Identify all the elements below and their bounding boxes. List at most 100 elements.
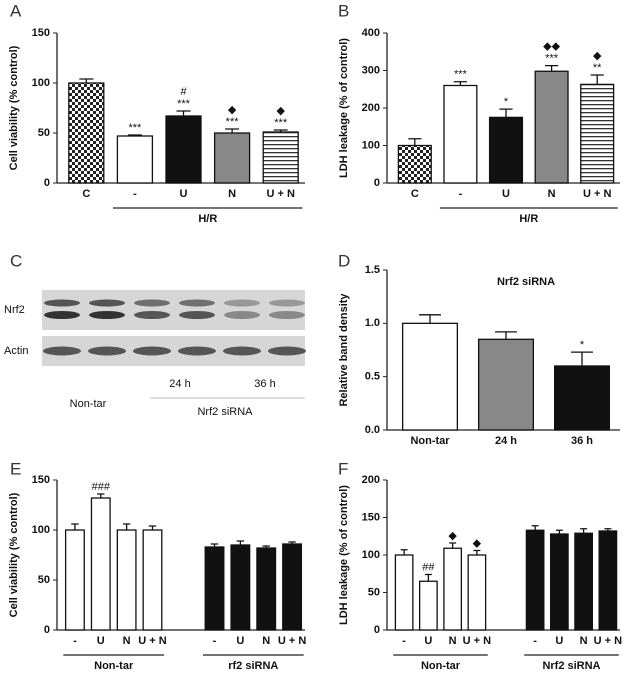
group-label: rf2 siRNA: [228, 660, 278, 672]
blot-band: [269, 299, 305, 307]
error-bar: [571, 351, 593, 366]
x-tick-label: U + N: [278, 635, 306, 647]
blot-band: [89, 311, 125, 319]
significance-mark: ***: [226, 116, 240, 128]
bar: [262, 131, 299, 184]
bar: [204, 546, 225, 631]
error-bar: [555, 529, 563, 534]
significance-mark: ◆: [448, 530, 457, 542]
panel-b: B LDH leakage (% of control) 0 100 200 300 400…: [338, 1, 620, 225]
panel-letter: C: [10, 251, 22, 270]
error-bar: [531, 525, 539, 531]
panel-letter: B: [338, 1, 349, 20]
y-tick-label: 150: [362, 511, 380, 523]
error-bar: [495, 331, 517, 340]
blot-band: [134, 299, 170, 307]
bar: [534, 70, 569, 184]
y-axis-label: Relative band density: [338, 293, 350, 407]
blot-band: [224, 311, 260, 319]
error-bar: [262, 545, 270, 548]
y-axis-label: Cell viability (% control): [8, 45, 20, 170]
blot-band: [44, 311, 80, 319]
group-label: H/R: [519, 213, 538, 225]
y-tick-label: 200: [362, 102, 380, 114]
panel-letter: D: [338, 251, 350, 270]
error-bar: [453, 81, 467, 86]
y-tick-label: 0: [374, 624, 380, 636]
x-tick-label: N: [580, 635, 588, 647]
significance-mark: ◆: [276, 105, 285, 117]
bar: [401, 322, 459, 431]
significance-mark: ***: [545, 53, 559, 65]
significance-mark: *: [504, 96, 509, 108]
group-label: Nrf2 siRNA: [542, 660, 600, 672]
significance-mark: **: [593, 62, 602, 74]
panel-letter: A: [10, 1, 22, 20]
x-tick-label: U: [180, 188, 188, 200]
error-bar: [419, 314, 441, 324]
x-tick-label: -: [133, 188, 137, 200]
error-bar: [210, 543, 219, 547]
row-label: Nrf2: [4, 304, 25, 316]
significance-mark: ***: [177, 98, 191, 110]
error-bar: [604, 528, 612, 531]
error-bar: [225, 128, 240, 133]
error-bar: [236, 540, 245, 545]
error-bar: [499, 108, 513, 118]
x-tick-label: -: [533, 635, 537, 647]
blot-band: [43, 346, 81, 356]
error-bar: [71, 523, 79, 530]
bar: [477, 338, 535, 431]
y-tick-label: 0: [374, 177, 380, 189]
y-tick-label: 50: [38, 127, 50, 139]
significance-mark: ###: [92, 481, 111, 493]
x-tick-label: U: [555, 635, 563, 647]
x-tick-label: N: [262, 635, 270, 647]
bar: [488, 116, 524, 184]
error-bar: [408, 138, 422, 146]
blot-band: [269, 311, 305, 319]
blot-band: [224, 299, 260, 307]
significance-mark: ***: [454, 69, 468, 81]
error-bar: [580, 528, 588, 534]
error-bar: [400, 549, 408, 555]
bar: [165, 115, 202, 184]
bar: [397, 144, 432, 184]
bar: [525, 529, 545, 631]
x-tick-label: U + N: [138, 635, 166, 647]
group-label: H/R: [198, 213, 217, 225]
x-tick-label: U + N: [594, 635, 622, 647]
x-tick-label: N: [123, 635, 131, 647]
bar: [443, 547, 463, 631]
error-bar: [79, 78, 94, 83]
lane-label: 24 h: [169, 378, 190, 390]
error-bar: [590, 74, 604, 85]
x-tick-label: U: [424, 635, 432, 647]
error-bar: [273, 129, 288, 132]
row-label: Actin: [4, 345, 28, 357]
panel-letter: E: [10, 459, 21, 478]
x-tick-label: -: [402, 635, 406, 647]
x-tick-label: 24 h: [495, 435, 517, 447]
x-tick-label: -: [213, 635, 217, 647]
y-tick-label: 0.0: [365, 424, 380, 436]
significance-mark: ◆: [593, 50, 602, 62]
panel-e: E Cell viability (% control) 0 50 100 150 - U ##…: [8, 459, 306, 671]
bar: [553, 365, 611, 431]
error-bar: [97, 493, 105, 498]
y-tick-label: 100: [362, 139, 380, 151]
blot-band: [134, 311, 170, 319]
bar: [282, 543, 303, 631]
bar: [116, 135, 154, 184]
y-tick-label: 400: [362, 27, 380, 39]
blot-band: [89, 299, 125, 307]
significance-mark: ◆: [473, 537, 482, 549]
x-tick-label: -: [459, 188, 463, 200]
significance-mark: ◆◆: [543, 41, 560, 53]
x-tick-label: 36 h: [571, 435, 593, 447]
blot-band: [44, 299, 80, 307]
x-tick-label: U + N: [463, 635, 491, 647]
bar: [213, 132, 251, 184]
significance-mark: *: [580, 339, 585, 351]
bar: [574, 532, 593, 631]
